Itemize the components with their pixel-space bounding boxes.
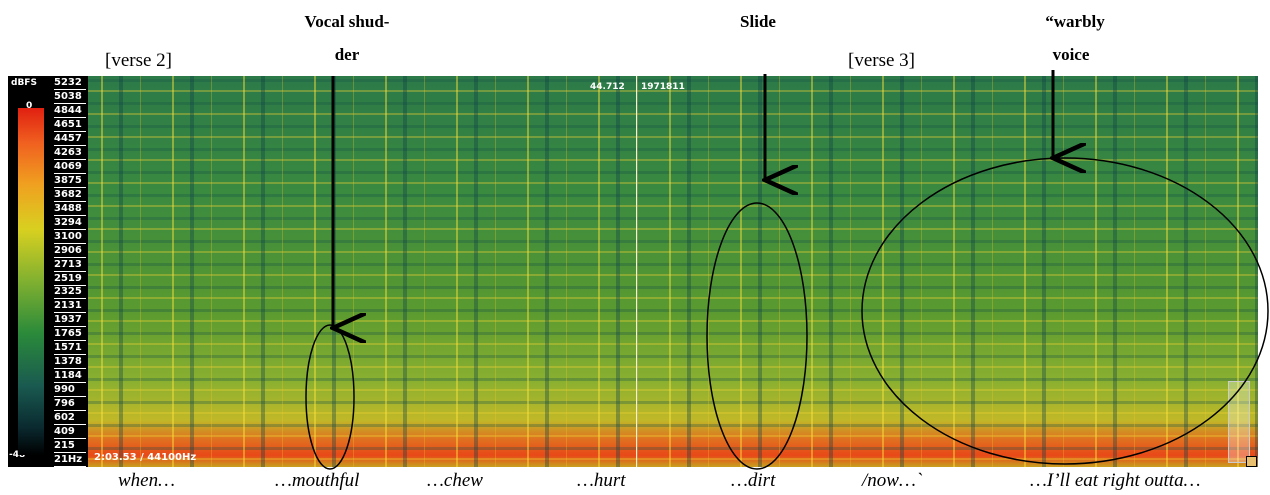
frequency-label: 1378 — [54, 355, 86, 370]
frequency-label: 4263 — [54, 146, 86, 160]
frequency-label: 1571 — [54, 341, 86, 356]
frequency-label: 1765 — [54, 327, 86, 342]
shudder-ellipse — [305, 324, 355, 470]
frequency-label: 3682 — [54, 188, 86, 202]
scale-title: dBFS — [11, 78, 37, 88]
verse-label: [verse 3] — [848, 50, 915, 71]
warbly-ellipse — [861, 157, 1269, 465]
frequency-label: 4844 — [54, 104, 86, 118]
frequency-label: 4069 — [54, 160, 86, 174]
frequency-label: 409 — [54, 425, 86, 440]
slide-ellipse — [706, 202, 808, 470]
annotation: “warbly — [1045, 12, 1105, 31]
frequency-label: 5232 — [54, 76, 86, 90]
lyric: /now…` — [862, 470, 923, 491]
frequency-label: 3100 — [54, 230, 86, 244]
lyric: …mouthful — [275, 470, 360, 491]
cursor-time: 44.712 — [590, 82, 625, 92]
frequency-label: 4457 — [54, 132, 86, 146]
lyric: …hurt — [577, 470, 626, 491]
frequency-label: 3488 — [54, 202, 86, 216]
cursor-line — [636, 76, 637, 467]
frequency-label: 215 — [54, 439, 86, 454]
frequency-label: 796 — [54, 397, 86, 412]
frequency-label: 1184 — [54, 369, 86, 384]
lyric: when… — [118, 470, 175, 491]
lyric: …chew — [427, 470, 483, 491]
frequency-label: 990 — [54, 383, 86, 398]
frequency-label: 2906 — [54, 244, 86, 258]
annotation: der — [334, 45, 360, 64]
verse-label: [verse 2] — [105, 50, 172, 71]
frequency-label: 2713 — [54, 258, 86, 272]
frequency-label: 2519 — [54, 272, 86, 286]
annotation: Slide — [740, 12, 776, 31]
color-bar — [18, 108, 44, 455]
lyric: …I’ll eat right outta… — [1030, 470, 1201, 491]
frequency-label: 5038 — [54, 90, 86, 104]
scale-bottom: -48 — [9, 450, 26, 460]
frequency-label: 1937 — [54, 313, 86, 328]
scale-top: 0 — [26, 101, 33, 111]
annotation: voice — [1052, 45, 1090, 64]
frequency-label: 2131 — [54, 299, 86, 314]
annotation: Vocal shud- — [304, 12, 390, 31]
frequency-label: 3294 — [54, 216, 86, 230]
corner-box — [1246, 456, 1257, 467]
cursor-sample: 1971811 — [641, 82, 685, 92]
frequency-label: 4651 — [54, 118, 86, 132]
lyric: …dirt — [731, 470, 776, 491]
frequency-label: 21Hz — [54, 453, 86, 468]
frequency-label: 2325 — [54, 285, 86, 300]
frequency-label: 3875 — [54, 174, 86, 188]
spectrogram: 44.712 1971811 2:03.53 / 44100Hz — [88, 76, 1258, 467]
status: 2:03.53 / 44100Hz — [94, 452, 197, 463]
frequency-label: 602 — [54, 411, 86, 426]
mini-scroll — [1228, 381, 1250, 463]
